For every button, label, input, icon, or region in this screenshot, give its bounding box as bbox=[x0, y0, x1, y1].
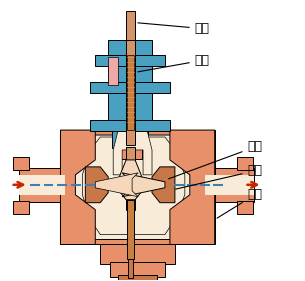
Bar bbox=[90, 82, 170, 93]
Bar bbox=[100, 244, 175, 264]
Polygon shape bbox=[95, 173, 138, 197]
Bar bbox=[60, 130, 215, 244]
Bar bbox=[112, 130, 148, 138]
Bar bbox=[90, 120, 170, 131]
Bar bbox=[95, 55, 165, 66]
Bar bbox=[19, 175, 66, 195]
Text: 填料: 填料 bbox=[138, 54, 210, 72]
Bar bbox=[108, 40, 152, 95]
Polygon shape bbox=[66, 135, 210, 239]
Polygon shape bbox=[152, 167, 175, 203]
Text: 阀体: 阀体 bbox=[217, 188, 263, 218]
Bar bbox=[118, 275, 157, 281]
Polygon shape bbox=[170, 130, 215, 244]
Bar bbox=[108, 57, 118, 85]
Bar bbox=[112, 130, 148, 148]
Polygon shape bbox=[118, 160, 143, 200]
Text: 阀杆: 阀杆 bbox=[138, 22, 210, 35]
Bar bbox=[237, 157, 253, 170]
Polygon shape bbox=[82, 137, 185, 235]
Polygon shape bbox=[122, 173, 165, 197]
Bar bbox=[19, 168, 66, 202]
Bar bbox=[126, 147, 135, 210]
Bar bbox=[126, 40, 135, 145]
Bar bbox=[110, 262, 165, 277]
Bar bbox=[205, 168, 254, 202]
Polygon shape bbox=[85, 167, 108, 203]
Polygon shape bbox=[113, 130, 152, 175]
Bar bbox=[205, 175, 254, 195]
Bar bbox=[118, 147, 142, 159]
Polygon shape bbox=[60, 130, 95, 244]
Bar bbox=[13, 157, 29, 170]
Bar bbox=[126, 11, 135, 40]
Text: 阀芯: 阀芯 bbox=[169, 140, 263, 179]
Bar bbox=[13, 201, 29, 214]
Bar bbox=[128, 257, 133, 278]
Bar bbox=[108, 92, 152, 127]
Bar bbox=[127, 55, 134, 130]
Bar bbox=[127, 200, 134, 259]
Text: 阀座: 阀座 bbox=[176, 164, 263, 189]
Bar bbox=[237, 201, 253, 214]
